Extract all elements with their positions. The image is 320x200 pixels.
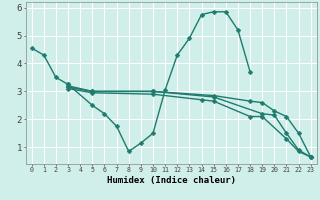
X-axis label: Humidex (Indice chaleur): Humidex (Indice chaleur) [107, 176, 236, 185]
